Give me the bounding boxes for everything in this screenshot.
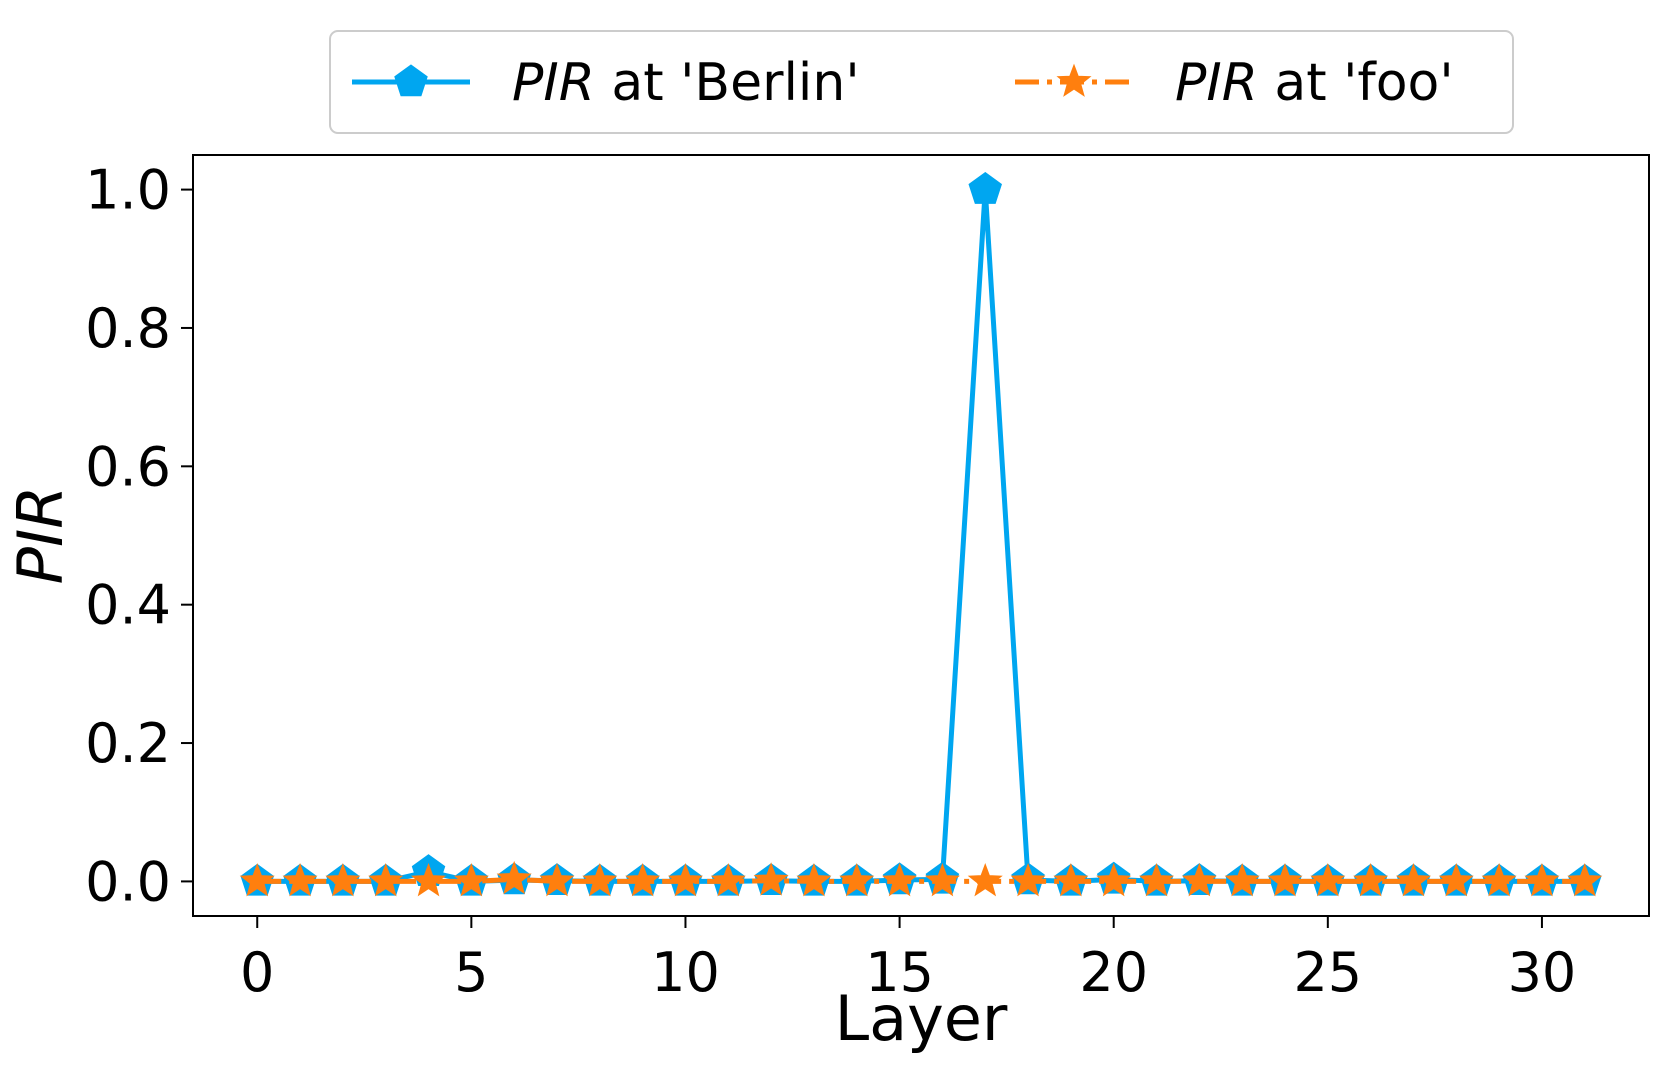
data-point xyxy=(968,171,1002,204)
data-point xyxy=(1567,862,1603,897)
legend: PIR at 'Berlin' PIR at 'foo' xyxy=(329,30,1514,134)
data-point xyxy=(625,862,661,897)
data-point xyxy=(1181,862,1217,897)
legend-label: PIR at 'Berlin' xyxy=(512,53,860,113)
y-tick-label: 0.2 xyxy=(85,712,171,775)
x-tick-label: 30 xyxy=(1508,941,1577,1004)
legend-item-2: PIR at 'foo' xyxy=(1015,53,1454,113)
series-1 xyxy=(240,171,1602,896)
data-point xyxy=(1224,862,1260,897)
legend-item-1: PIR at 'Berlin' xyxy=(352,53,860,113)
data-point xyxy=(1139,862,1175,897)
x-tick-label: 5 xyxy=(454,941,488,1004)
data-point xyxy=(1310,862,1346,897)
series-line xyxy=(257,187,1585,884)
data-point xyxy=(1267,862,1303,897)
data-point xyxy=(796,862,832,897)
data-point xyxy=(1524,862,1560,897)
y-tick-label: 0.6 xyxy=(85,435,171,498)
x-axis-title: Layer xyxy=(835,982,1008,1055)
y-tick-label: 0.0 xyxy=(85,850,171,913)
data-point xyxy=(1053,862,1089,897)
x-tick-label: 10 xyxy=(651,941,720,1004)
data-point xyxy=(753,862,789,896)
data-point xyxy=(496,860,532,895)
data-point xyxy=(1096,862,1132,897)
data-point xyxy=(710,862,746,897)
data-point xyxy=(1395,862,1431,897)
data-point xyxy=(667,862,703,897)
plot-area xyxy=(192,154,1650,917)
y-tick-label: 1.0 xyxy=(85,159,171,222)
legend-label: PIR at 'foo' xyxy=(1175,53,1454,113)
x-tick-label: 0 xyxy=(240,941,274,1004)
y-axis-title: PIR xyxy=(4,486,77,585)
data-point xyxy=(453,862,489,897)
x-tick-label: 25 xyxy=(1293,941,1362,1004)
data-point xyxy=(839,862,875,897)
data-point xyxy=(967,862,1003,897)
data-point xyxy=(411,862,447,897)
data-point xyxy=(924,862,960,897)
legend-frame xyxy=(329,30,1514,134)
series-2 xyxy=(239,860,1603,897)
pentagon-marker-icon xyxy=(394,64,428,97)
data-point xyxy=(1353,862,1389,897)
data-point xyxy=(325,862,361,897)
series-line xyxy=(257,876,1585,884)
data-point xyxy=(582,862,618,897)
y-tick-label: 0.4 xyxy=(85,574,171,637)
data-point xyxy=(1438,862,1474,897)
data-point xyxy=(1481,862,1517,897)
data-point xyxy=(539,862,575,897)
x-tick-label: 20 xyxy=(1079,941,1148,1004)
star-marker-icon xyxy=(1056,63,1092,97)
data-point xyxy=(282,862,318,897)
data-point xyxy=(368,862,404,897)
data-point xyxy=(882,862,918,897)
data-point xyxy=(1010,862,1046,897)
y-tick-label: 0.8 xyxy=(85,297,171,360)
data-point xyxy=(239,862,275,897)
x-tick-label: 15 xyxy=(865,941,934,1004)
